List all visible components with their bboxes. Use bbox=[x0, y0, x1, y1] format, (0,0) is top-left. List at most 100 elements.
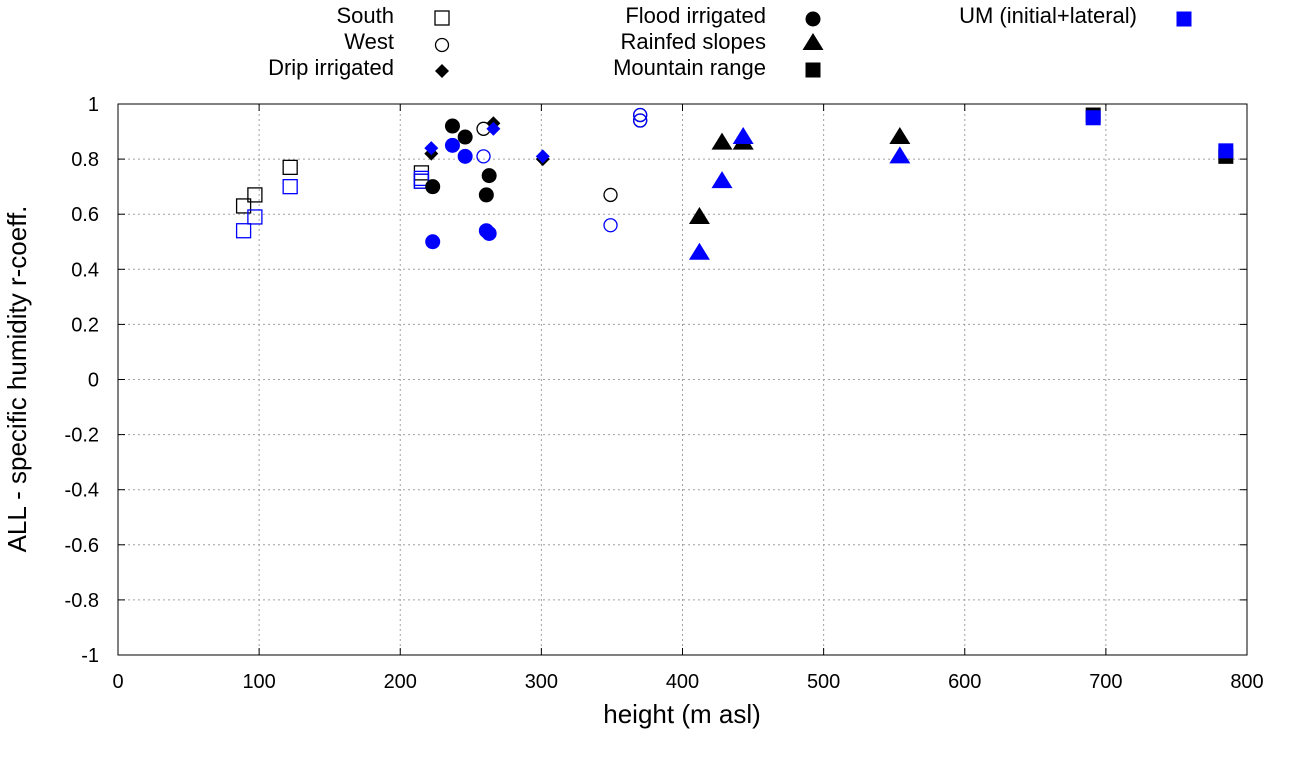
legend-item-south: South bbox=[337, 3, 450, 28]
series-south-um bbox=[235, 170, 430, 239]
legend-marker-mountain-range bbox=[805, 62, 821, 78]
x-tick-label: 200 bbox=[384, 671, 417, 693]
series-mountain-range bbox=[1085, 107, 1234, 164]
legend-symbol-um-initial-lateral bbox=[1176, 11, 1192, 27]
y-tick-label: 1 bbox=[88, 94, 99, 116]
legend-symbol-flood-irrigated bbox=[805, 11, 821, 27]
legend-marker-flood-irrigated bbox=[805, 11, 821, 27]
legend-symbol-west bbox=[434, 37, 450, 53]
y-tick-label: -0.2 bbox=[65, 425, 99, 447]
series-mountain-range-um bbox=[1085, 110, 1234, 159]
x-tick-label: 0 bbox=[112, 671, 123, 693]
y-axis-title: ALL - specific humidity r-coeff. bbox=[2, 206, 32, 553]
data-point-drip-irrigated-um bbox=[535, 149, 550, 164]
y-tick-label: -0.8 bbox=[65, 590, 99, 612]
data-point-west-um bbox=[633, 107, 648, 123]
data-point-flood-irrigated-um bbox=[481, 225, 497, 241]
x-tick-label: 500 bbox=[807, 671, 840, 693]
legend-label-west: West bbox=[344, 29, 394, 54]
axis-ticks bbox=[117, 103, 1248, 656]
data-point-drip-irrigated-um bbox=[424, 141, 439, 156]
legend-symbol-south bbox=[434, 10, 450, 26]
data-point-mountain-range-um bbox=[1085, 110, 1101, 126]
data-point-drip-irrigated-um bbox=[486, 121, 501, 136]
legend-marker-um-initial-lateral bbox=[1176, 11, 1192, 27]
y-tick-label: 0.4 bbox=[71, 259, 99, 281]
y-tick-label: 0.6 bbox=[71, 204, 99, 226]
y-tick-label: 0.8 bbox=[71, 149, 99, 171]
data-point-rainfed-slopes-um bbox=[711, 171, 733, 189]
data-point-rainfed-slopes bbox=[711, 132, 733, 150]
y-tick-label: -0.4 bbox=[65, 480, 99, 502]
x-tick-label: 700 bbox=[1089, 671, 1122, 693]
data-point-south-um bbox=[247, 209, 263, 225]
legend-item-mountain-range: Mountain range bbox=[613, 55, 821, 80]
legend-label-drip-irrigated: Drip irrigated bbox=[268, 55, 394, 80]
data-point-rainfed-slopes-um bbox=[732, 127, 754, 145]
y-tick-labels: 1 0.8 0.6 0.4 0.2 0 -0.2 -0.4 -0.6 -0.8 -1 bbox=[65, 94, 99, 667]
legend-marker-west bbox=[434, 37, 450, 53]
data-point-rainfed-slopes bbox=[688, 206, 710, 224]
legend-label-rainfed-slopes: Rainfed slopes bbox=[620, 29, 766, 54]
legend-label-um-initial-lateral: UM (initial+lateral) bbox=[959, 3, 1137, 28]
data-point-mountain-range-um bbox=[1218, 143, 1234, 159]
legend-marker-south bbox=[434, 10, 450, 26]
legend-marker-rainfed-slopes bbox=[802, 33, 824, 50]
data-point-south bbox=[235, 198, 252, 214]
legend-label-flood-irrigated: Flood irrigated bbox=[625, 3, 766, 28]
data-point-flood-irrigated bbox=[478, 187, 494, 203]
data-point-flood-irrigated bbox=[425, 179, 441, 195]
series-rainfed-slopes-um bbox=[688, 127, 911, 260]
x-axis-title: height (m asl) bbox=[603, 699, 761, 729]
data-point-flood-irrigated bbox=[481, 168, 497, 184]
y-tick-label: -0.6 bbox=[65, 535, 99, 557]
x-tick-label: 100 bbox=[242, 671, 275, 693]
data-point-south-um bbox=[413, 170, 430, 187]
x-tick-label: 800 bbox=[1230, 671, 1263, 693]
series-west bbox=[476, 107, 648, 203]
data-point-flood-irrigated bbox=[457, 129, 473, 145]
legend: South West Drip irrigated Flood irrigate… bbox=[268, 3, 1192, 80]
series-flood-irrigated bbox=[425, 118, 497, 203]
data-point-rainfed-slopes-um bbox=[889, 146, 911, 164]
data-points bbox=[235, 107, 1234, 260]
data-point-flood-irrigated-um bbox=[425, 234, 441, 250]
series-west-um bbox=[476, 107, 648, 233]
series-south bbox=[235, 159, 430, 214]
legend-label-south: South bbox=[337, 3, 395, 28]
data-point-flood-irrigated-um bbox=[444, 137, 460, 153]
legend-item-rainfed-slopes: Rainfed slopes bbox=[620, 29, 824, 54]
data-point-rainfed-slopes bbox=[889, 127, 911, 145]
legend-symbol-mountain-range bbox=[805, 62, 821, 78]
legend-label-mountain-range: Mountain range bbox=[613, 55, 766, 80]
legend-item-west: West bbox=[344, 29, 450, 54]
data-point-west bbox=[603, 187, 618, 203]
data-point-rainfed-slopes-um bbox=[688, 242, 710, 260]
x-tick-label: 300 bbox=[525, 671, 558, 693]
data-point-south bbox=[247, 187, 263, 203]
y-tick-label: 0.2 bbox=[71, 314, 99, 336]
legend-item-flood-irrigated: Flood irrigated bbox=[625, 3, 821, 28]
y-tick-label: 0 bbox=[88, 370, 99, 392]
data-point-west-um bbox=[603, 218, 618, 233]
x-tick-label: 600 bbox=[948, 671, 981, 693]
data-point-south bbox=[282, 159, 298, 176]
data-point-south-um bbox=[282, 178, 298, 195]
series-flood-irrigated-um bbox=[425, 137, 497, 250]
x-tick-label: 400 bbox=[666, 671, 699, 693]
legend-item-um-initial-lateral: UM (initial+lateral) bbox=[959, 3, 1192, 28]
data-point-south-um bbox=[235, 223, 252, 239]
data-point-west-um bbox=[633, 113, 648, 128]
data-point-south bbox=[413, 165, 430, 181]
grid-lines bbox=[118, 104, 1247, 655]
data-point-flood-irrigated-um bbox=[457, 148, 473, 164]
y-tick-label: -1 bbox=[81, 645, 99, 667]
data-point-west-um bbox=[476, 149, 491, 164]
series-drip-irrigated-um bbox=[424, 121, 550, 164]
legend-symbol-rainfed-slopes bbox=[802, 33, 824, 50]
legend-marker-drip-irrigated bbox=[435, 64, 449, 78]
x-tick-labels: 0 100 200 300 400 500 600 700 800 bbox=[112, 671, 1263, 693]
data-point-flood-irrigated bbox=[444, 118, 460, 134]
legend-item-drip-irrigated: Drip irrigated bbox=[268, 55, 449, 80]
